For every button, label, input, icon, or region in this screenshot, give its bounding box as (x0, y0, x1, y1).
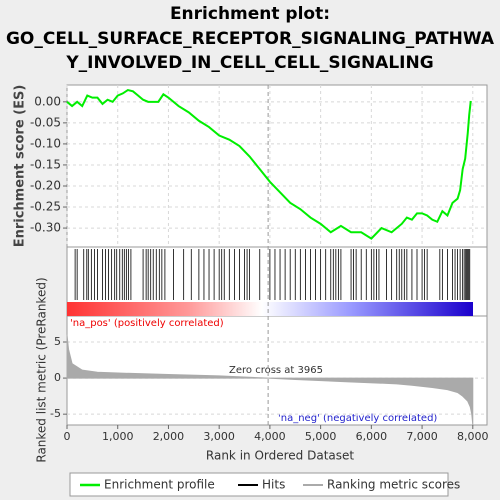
x-tick-label: 4,000 (254, 430, 286, 443)
y2-tick-label: 0 (54, 371, 61, 384)
x-tick-label: 8,000 (457, 430, 489, 443)
x-tick-label: 2,000 (153, 430, 185, 443)
legend-label: Ranking metric scores (327, 478, 460, 492)
y-tick-label: -0.20 (30, 178, 61, 192)
chart-title: GO_CELL_SURFACE_RECEPTOR_SIGNALING_PATHW… (6, 29, 495, 49)
x-tick-label: 1,000 (102, 430, 134, 443)
y-tick-label: -0.05 (30, 115, 61, 129)
y2-tick-label: 5 (54, 335, 61, 348)
rank-color-bar (67, 302, 473, 316)
y2-tick-label: -5 (50, 407, 61, 420)
annotation: 'na_neg' (negatively correlated) (278, 413, 437, 424)
legend-label: Hits (262, 478, 285, 492)
legend (69, 472, 449, 497)
y-tick-label: -0.30 (30, 221, 61, 235)
y-axis-label: Enrichment score (ES) (13, 85, 28, 248)
enrichment-line (66, 88, 472, 240)
y-tick-label: 0.00 (34, 94, 61, 108)
y-tick-label: -0.25 (30, 200, 61, 214)
y2-axis-label: Ranked list metric (PreRanked) (35, 277, 49, 462)
x-axis-label: Rank in Ordered Dataset (206, 449, 354, 463)
metric-area (66, 334, 474, 426)
y-tick-label: -0.15 (30, 157, 61, 171)
annotation: 'na_pos' (positively correlated) (70, 318, 224, 329)
chart-title: Enrichment plot: (170, 4, 330, 24)
y-tick-label: -0.10 (30, 136, 61, 150)
x-tick-label: 7,000 (406, 430, 438, 443)
x-tick-label: 0 (64, 430, 71, 443)
annotation: Zero cross at 3965 (229, 365, 323, 376)
x-tick-label: 5,000 (305, 430, 337, 443)
x-tick-label: 3,000 (203, 430, 235, 443)
chart-title: Y_INVOLVED_IN_CELL_CELL_SIGNALING (65, 53, 433, 73)
x-tick-label: 6,000 (356, 430, 388, 443)
legend-label: Enrichment profile (104, 478, 215, 492)
